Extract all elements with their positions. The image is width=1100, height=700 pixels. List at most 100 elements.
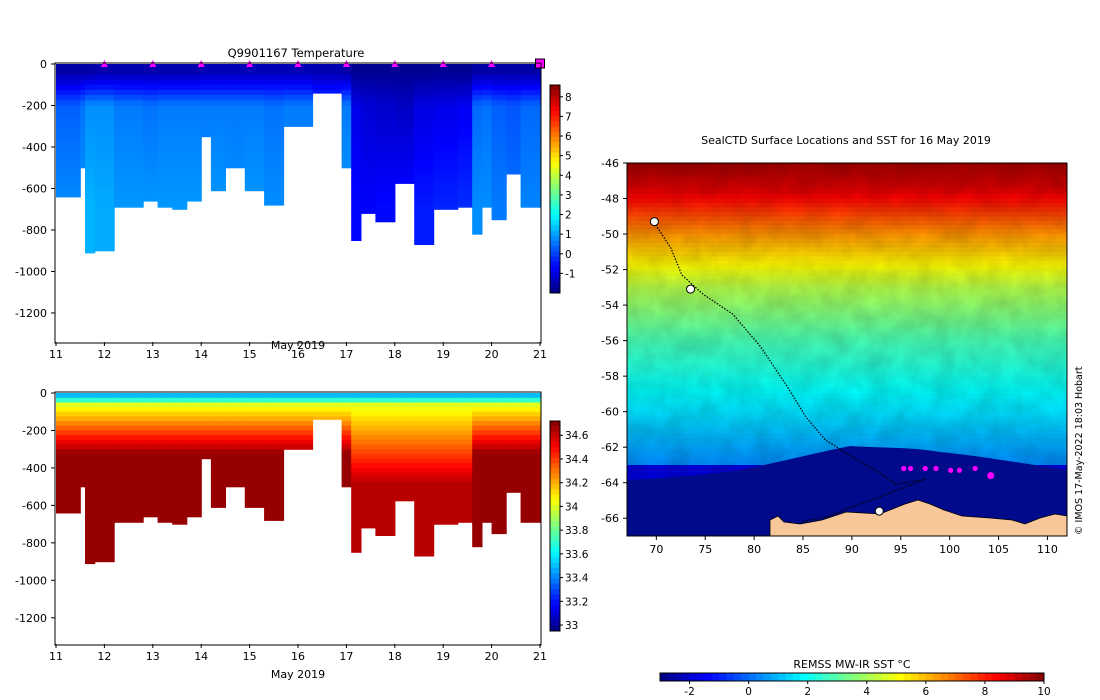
map-x-ticks: 70 75 80 85 90 95 100 105 110 bbox=[649, 536, 1058, 556]
profile-cell bbox=[157, 115, 173, 122]
x-tick-label: 19 bbox=[436, 348, 450, 361]
colorbar-segment bbox=[550, 531, 560, 537]
profile-cell bbox=[94, 510, 115, 516]
profile-cell bbox=[157, 477, 173, 483]
profile-cell bbox=[80, 110, 86, 117]
profile-cell bbox=[225, 105, 246, 112]
profile-cell bbox=[186, 74, 202, 81]
profile-cell bbox=[264, 393, 285, 399]
profile-cell bbox=[520, 458, 541, 464]
profile-cell bbox=[201, 84, 212, 91]
profile-cell bbox=[225, 157, 246, 164]
profile-cell bbox=[472, 393, 483, 399]
profile-cell bbox=[210, 162, 226, 169]
colorbar-segment bbox=[550, 111, 560, 117]
profile-cell bbox=[94, 240, 115, 247]
profile-cell bbox=[244, 100, 265, 107]
profile-cell bbox=[186, 458, 202, 464]
profile-cell bbox=[414, 224, 435, 231]
profile-cell bbox=[56, 141, 81, 148]
profile-cell bbox=[375, 416, 396, 422]
profile-cell bbox=[472, 528, 483, 535]
profile-cell bbox=[351, 421, 362, 427]
profile-cell bbox=[360, 110, 376, 117]
profile-cell bbox=[375, 178, 396, 184]
profile-cell bbox=[186, 162, 202, 169]
profile-cell bbox=[360, 126, 376, 132]
profile-cell bbox=[157, 131, 173, 138]
profile-cell bbox=[491, 421, 507, 427]
profile-cell bbox=[414, 402, 435, 408]
profile-cell bbox=[457, 110, 473, 117]
profile-cell bbox=[244, 463, 265, 469]
profile-cell bbox=[491, 510, 507, 516]
profile-cell bbox=[481, 147, 493, 153]
profile-cell bbox=[457, 136, 473, 143]
profile-cell bbox=[244, 425, 265, 432]
profile-cell bbox=[341, 126, 352, 132]
profile-cell bbox=[506, 172, 522, 175]
salinity-y-ticks: 0-200-400-600-800-1000-1200 bbox=[15, 387, 55, 625]
profile-cell bbox=[360, 505, 376, 511]
profile-cell bbox=[472, 126, 483, 132]
profile-cell bbox=[472, 397, 483, 403]
profile-cell bbox=[414, 84, 435, 91]
profile-cell bbox=[225, 89, 246, 96]
profile-cell bbox=[172, 467, 188, 474]
profile-cell bbox=[56, 477, 81, 483]
profile-cell bbox=[491, 157, 507, 164]
profile-cell bbox=[244, 453, 265, 460]
profile-cell bbox=[341, 141, 352, 148]
profile-cell bbox=[481, 519, 493, 523]
profile-cell bbox=[225, 69, 246, 75]
profile-cell bbox=[433, 486, 459, 492]
profile-cell bbox=[351, 393, 362, 399]
profile-cell bbox=[244, 188, 265, 192]
profile-cell bbox=[143, 393, 159, 399]
profile-cell bbox=[481, 74, 493, 81]
profile-cell bbox=[433, 477, 459, 483]
profile-cell bbox=[85, 458, 96, 464]
profile-cell bbox=[80, 121, 86, 127]
profile-cell bbox=[375, 162, 396, 169]
profile-cell bbox=[375, 505, 396, 511]
profile-cell bbox=[472, 64, 483, 70]
profile-cell bbox=[481, 131, 493, 138]
profile-cell bbox=[85, 214, 96, 221]
x-tick-label: 14 bbox=[194, 650, 208, 663]
profile-cell bbox=[341, 152, 352, 158]
profile-cell bbox=[414, 147, 435, 153]
profile-cell bbox=[351, 89, 362, 96]
profile-cell bbox=[94, 411, 115, 417]
profile-cell bbox=[244, 162, 265, 169]
profile-cell bbox=[414, 510, 435, 516]
profile-cell bbox=[143, 167, 159, 174]
profile-cell bbox=[457, 491, 473, 497]
profile-cell bbox=[157, 126, 173, 132]
profile-cell bbox=[351, 444, 362, 450]
profile-cell bbox=[172, 121, 188, 127]
colorbar-segment bbox=[550, 131, 560, 138]
profile-cell bbox=[506, 89, 522, 96]
profile-cell bbox=[457, 89, 473, 96]
profile-cell bbox=[157, 407, 173, 413]
profile-cell bbox=[186, 183, 202, 190]
profile-cell bbox=[351, 500, 362, 506]
profile-cell bbox=[143, 472, 159, 478]
profile-cell bbox=[481, 482, 493, 488]
profile-cell bbox=[225, 425, 246, 432]
profile-cell bbox=[85, 141, 96, 148]
profile-cell bbox=[264, 126, 285, 132]
sst-colorbar-segment bbox=[977, 673, 986, 681]
colorbar-segment bbox=[550, 147, 560, 154]
colorbar-tick-label: 33 bbox=[565, 620, 578, 632]
profile-cell bbox=[80, 421, 86, 427]
profile-cell bbox=[481, 435, 493, 441]
profile-cell bbox=[457, 147, 473, 153]
profile-cell bbox=[85, 95, 96, 101]
profile-cell bbox=[94, 491, 115, 497]
profile-cell bbox=[244, 74, 265, 81]
profile-cell bbox=[80, 152, 86, 158]
profile-cell bbox=[172, 198, 188, 205]
profile-cell bbox=[210, 477, 226, 483]
